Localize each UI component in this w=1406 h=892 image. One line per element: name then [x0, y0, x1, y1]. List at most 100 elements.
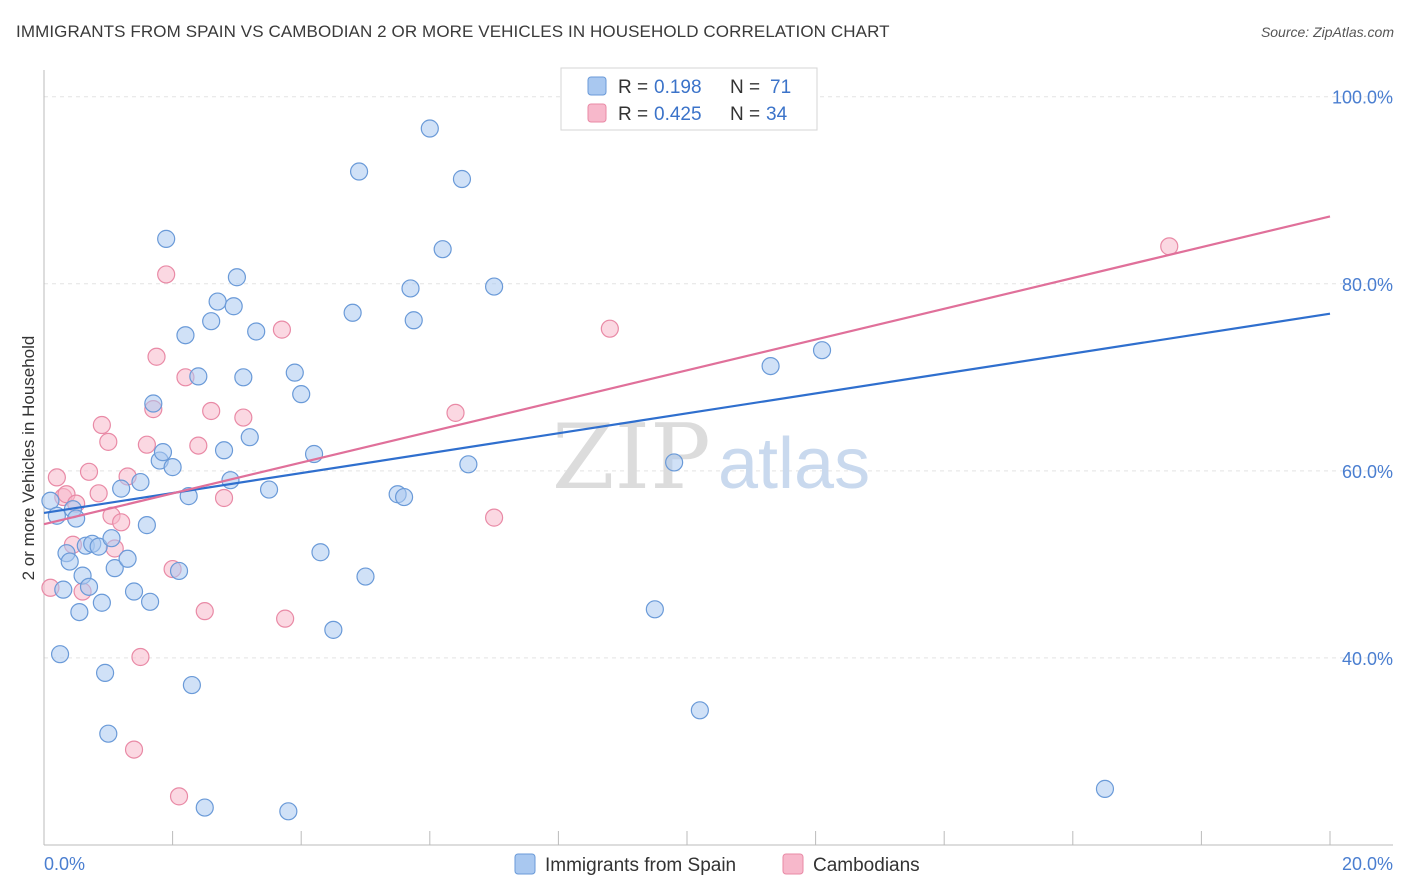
stats-legend: R = 0.198 N = 71 R = 0.425 N = 34 [560, 67, 818, 131]
data-point [79, 462, 99, 481]
data-point [195, 602, 214, 621]
data-point [54, 580, 73, 599]
data-point [665, 453, 684, 472]
data-point [276, 609, 295, 628]
data-point [446, 403, 465, 422]
data-point [95, 663, 115, 682]
legend-r-label-cambodians: R = [618, 104, 648, 125]
data-point [70, 602, 89, 622]
watermark-atlas: atlas [718, 424, 870, 504]
data-point [234, 408, 253, 427]
data-point [401, 279, 420, 298]
data-point [485, 277, 504, 296]
x-tick-label: 0.0% [44, 854, 85, 874]
data-point [137, 435, 156, 454]
data-point [343, 303, 362, 322]
data-point [208, 292, 227, 311]
data-point [131, 647, 150, 667]
data-point [214, 488, 234, 508]
y-tick-label: 80.0% [1342, 275, 1393, 295]
x-axis-ticks [43, 831, 1331, 845]
y-axis-label: 2 or more Vehicles in Household [19, 336, 38, 581]
y-tick-label: 40.0% [1342, 649, 1393, 669]
bottom-legend-swatch-cambodians [782, 853, 804, 875]
data-point [600, 319, 619, 338]
legend-r-label-spain: R = [618, 77, 648, 98]
data-point [41, 491, 60, 510]
data-point [105, 559, 124, 578]
data-point [292, 385, 311, 404]
data-point [202, 312, 221, 331]
legend-swatch-cambodians [587, 103, 607, 123]
data-point [324, 620, 343, 639]
y-tick-label: 60.0% [1342, 462, 1393, 482]
data-point [169, 787, 189, 806]
chart-title: IMMIGRANTS FROM SPAIN VS CAMBODIAN 2 OR … [16, 22, 890, 41]
data-point [761, 356, 780, 376]
data-point [1095, 779, 1115, 798]
data-point [452, 169, 472, 189]
data-point [89, 484, 108, 503]
data-point [224, 297, 243, 316]
legend-n-label-cambodians: N = [730, 104, 760, 125]
data-point [394, 487, 414, 507]
data-point [272, 320, 292, 339]
data-point [285, 363, 304, 382]
data-point [102, 529, 121, 548]
data-point [60, 552, 79, 571]
bottom-legend-swatch-spain [514, 853, 536, 875]
watermark-zip: ZIP [552, 405, 711, 510]
data-point [99, 432, 118, 451]
data-point [124, 582, 144, 601]
data-point [214, 441, 234, 460]
data-point [227, 268, 246, 287]
trend-line-spain [43, 312, 1331, 515]
data-point [279, 802, 298, 821]
data-point [240, 428, 259, 447]
data-point [182, 675, 201, 695]
data-point [420, 119, 439, 138]
data-point [99, 724, 118, 743]
legend-n-value-cambodians: 34 [766, 104, 788, 125]
data-point [259, 480, 279, 499]
data-point [92, 593, 111, 612]
data-point [645, 600, 664, 619]
data-point [124, 740, 144, 759]
data-point [247, 322, 266, 341]
spain-points [41, 88, 1115, 821]
bottom-legend-label-spain: Immigrants from Spain [545, 855, 736, 876]
tick-labels: 100.0% 80.0% 60.0% 40.0% 0.0% 20.0% [44, 88, 1393, 874]
data-point [176, 326, 195, 345]
legend-n-label-spain: N = [730, 77, 760, 98]
data-point [169, 561, 189, 581]
data-point [50, 645, 70, 664]
data-point [812, 341, 832, 360]
data-point [433, 240, 452, 259]
legend-r-value-spain: 0.198 [654, 77, 702, 98]
data-point [485, 508, 504, 527]
data-point [195, 798, 214, 817]
bottom-legend-label-cambodians: Cambodians [813, 855, 920, 876]
legend-swatch-spain [587, 76, 607, 96]
data-point [157, 265, 176, 284]
data-point [202, 401, 221, 421]
data-point [189, 436, 208, 455]
data-point [1160, 237, 1179, 256]
data-point [311, 543, 330, 562]
data-point [144, 394, 163, 413]
data-point [112, 479, 131, 498]
data-point [137, 516, 156, 535]
data-point [690, 701, 709, 720]
data-point [234, 368, 253, 387]
data-point [112, 513, 131, 532]
x-tick-label: 20.0% [1342, 854, 1393, 874]
data-point [47, 468, 66, 487]
data-point [157, 229, 176, 248]
data-point [131, 472, 150, 492]
chart-source: Source: ZipAtlas.com [1260, 24, 1394, 40]
legend-n-value-spain: 71 [770, 77, 791, 98]
legend-r-value-cambodians: 0.425 [654, 104, 702, 125]
data-point [140, 592, 160, 611]
trend-lines [43, 215, 1331, 526]
